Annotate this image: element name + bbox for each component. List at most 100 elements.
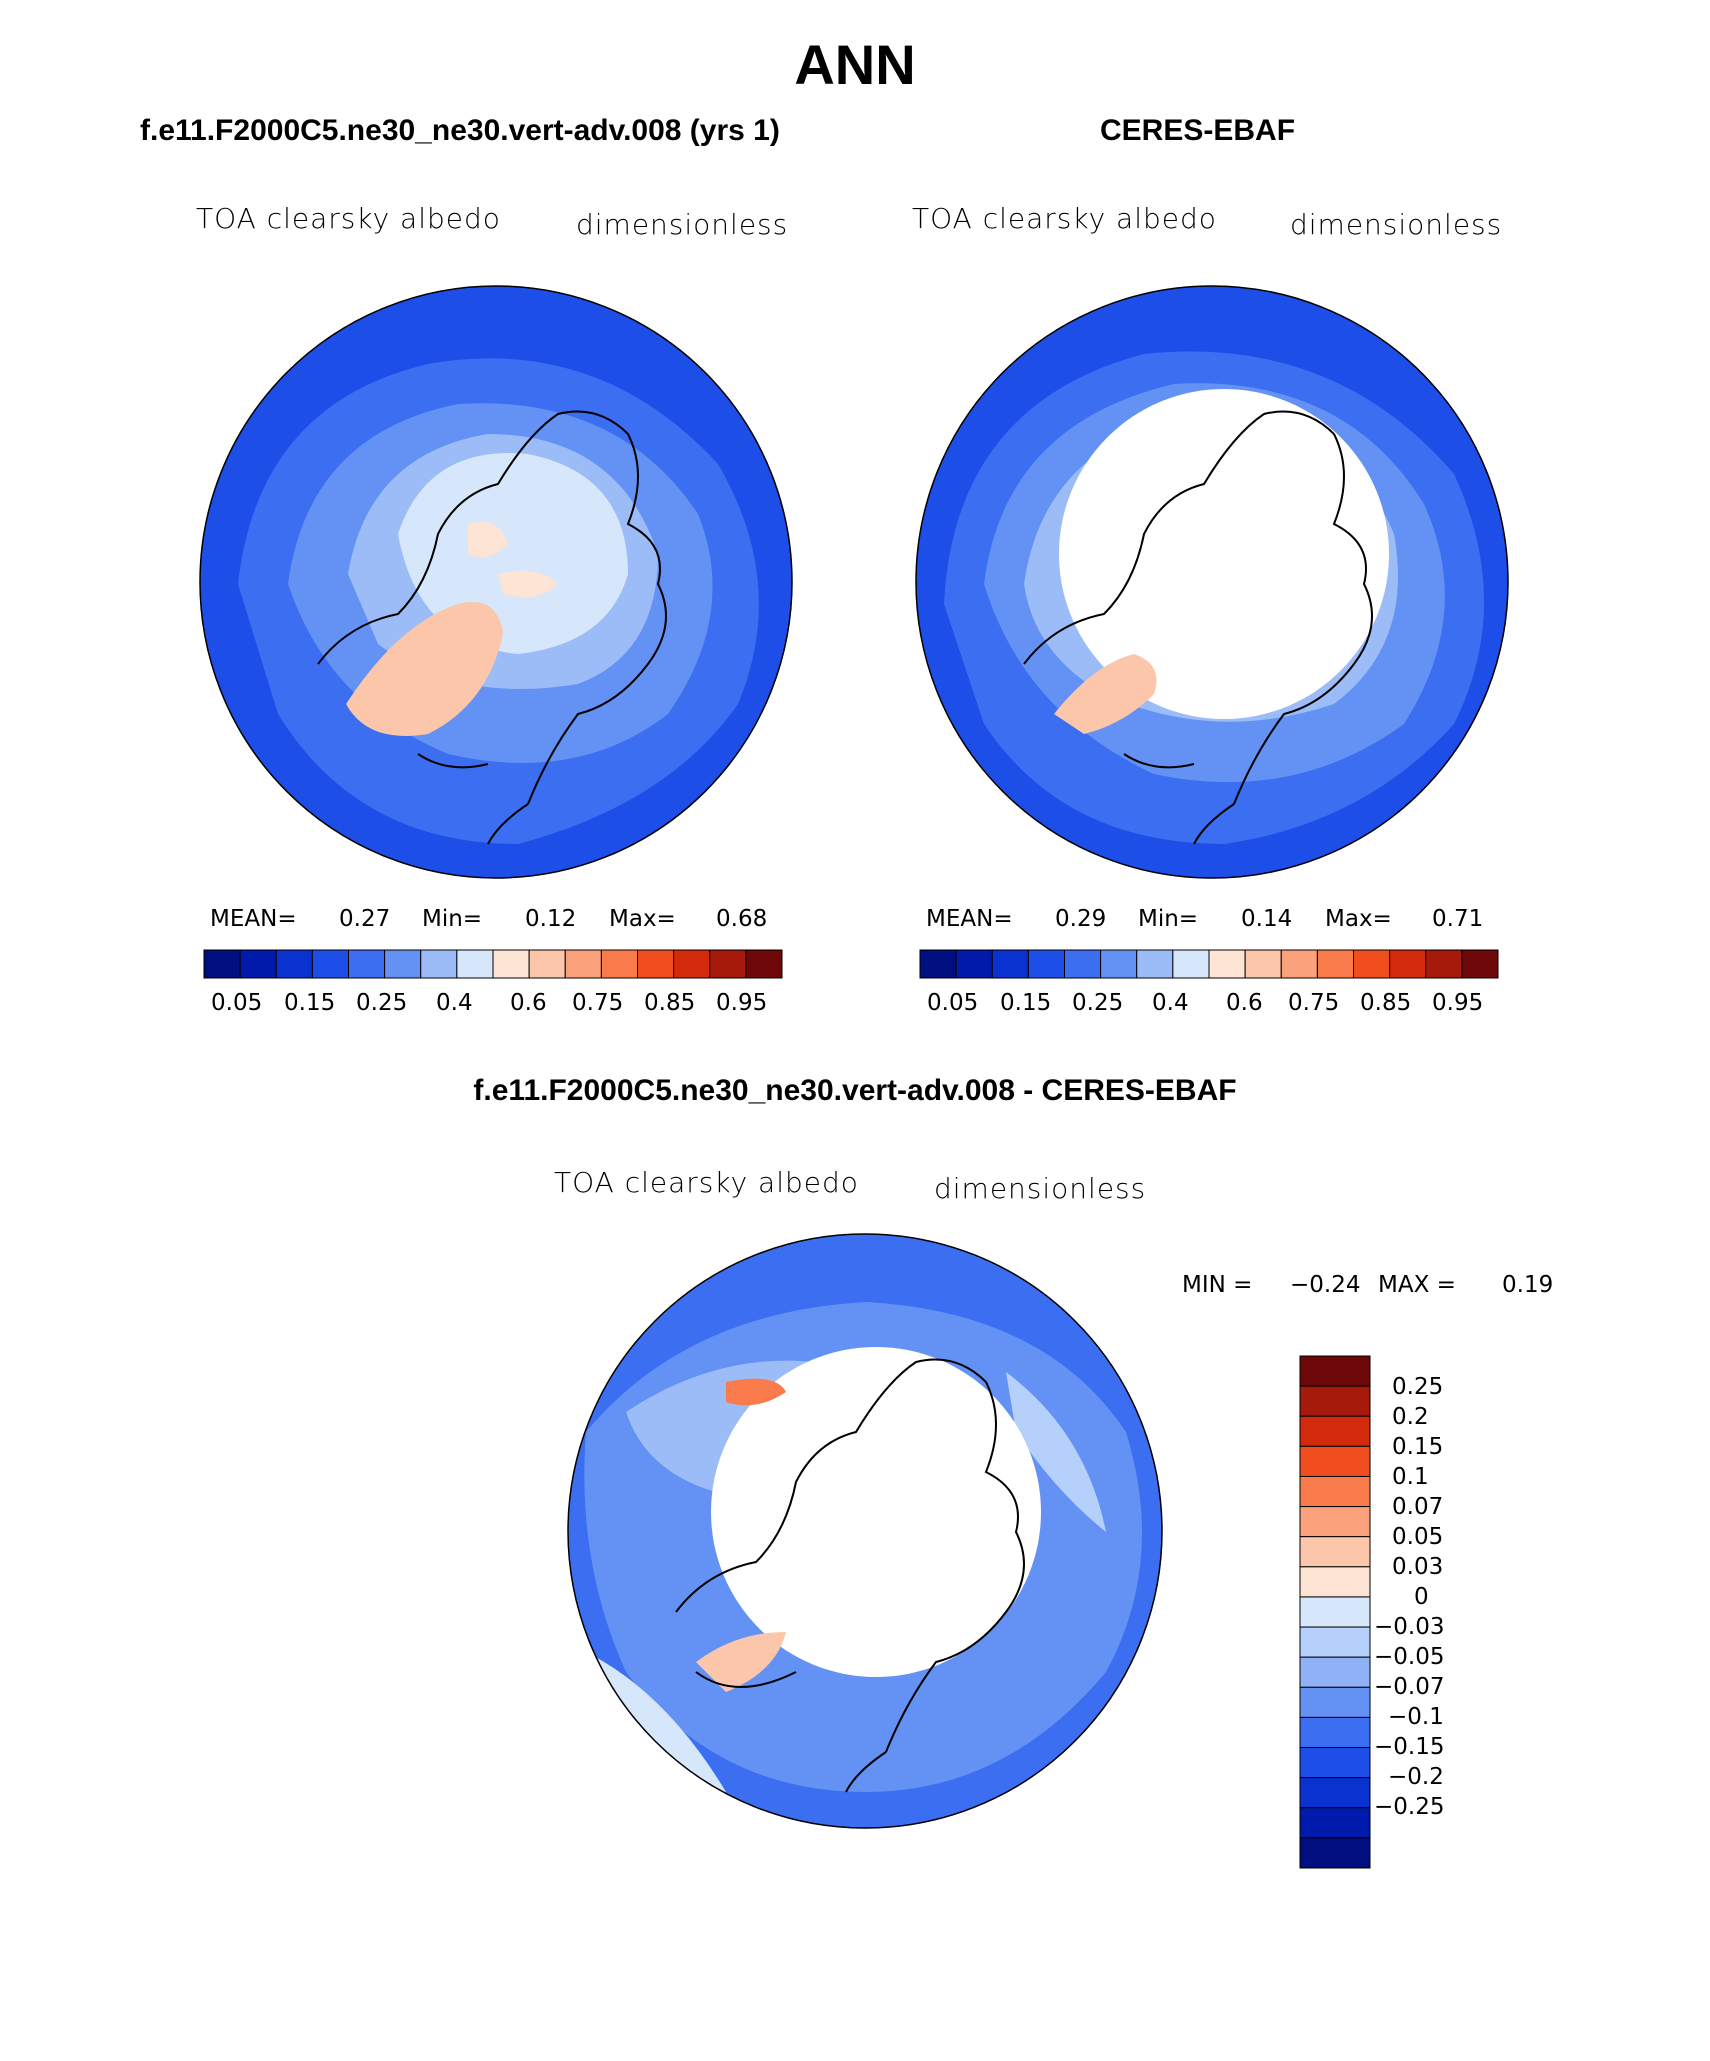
panel-3-max-label: MAX = [1378,1272,1456,1298]
colorbar-swatch [1299,1536,1371,1568]
colorbar-swatch [311,949,349,979]
colorbar-tick-label: 0.07 [1392,1494,1444,1520]
colorbar-tick-label: 0.25 [1392,1374,1444,1400]
colorbar-tick-label: 0 [1414,1584,1429,1610]
map-fill-polar-cap [1059,389,1389,719]
panel-2-max-value: 0.71 [1432,906,1484,932]
coastline [1023,410,1373,845]
colorbar-swatch [1299,1807,1371,1839]
colorbar-tick-label: 0.25 [356,990,408,1016]
panel-1-polar-map [199,285,793,879]
panel-3-polar-map [567,1233,1163,1829]
colorbar-swatch [1299,1837,1371,1869]
panel-3-colorbar-labels: 0.25 0.2 0.15 0.1 0.07 0.05 0.03 0 −0.03… [1374,1356,1532,1868]
map-fill-band-4 [586,1652,726,1792]
panel-2-title: CERES-EBAF [1100,114,1296,147]
panel-2-polar-map [915,285,1509,879]
panel-2-mean-value: 0.29 [1055,906,1107,932]
panel-1-colorbar-labels: 0.05 0.15 0.25 0.4 0.6 0.75 0.85 0.95 [204,990,782,1020]
colorbar-swatch [1299,1777,1371,1809]
panel-2-min-value: 0.14 [1241,906,1293,932]
colorbar-swatch [1299,1596,1371,1628]
colorbar-swatch [1299,1716,1371,1749]
panel-2-colorbar-labels: 0.05 0.15 0.25 0.4 0.6 0.75 0.85 0.95 [920,990,1498,1020]
colorbar-swatch [1353,949,1391,979]
colorbar-tick-label: −0.03 [1374,1614,1445,1640]
panel-1-colorbar [203,949,783,979]
colorbar-tick-label: 0.15 [1000,990,1052,1016]
coastline [317,410,667,845]
colorbar-swatch [1299,1415,1371,1447]
colorbar-tick-label: −0.2 [1388,1764,1444,1790]
colorbar-swatch [955,949,993,979]
map-fill-greenland [346,602,503,736]
map-fill-pos [726,1378,786,1406]
map-fill-greenland [1054,654,1157,734]
colorbar-swatch [1299,1506,1371,1538]
colorbar-swatch [1425,949,1463,979]
panel-1-units: dimensionless [576,208,789,241]
colorbar-swatch [1244,949,1282,979]
panel-1-variable: TOA clearsky albedo [196,202,501,235]
colorbar-swatch [348,949,386,979]
colorbar-tick-label: 0.2 [1392,1404,1429,1430]
colorbar-swatch [1316,949,1354,979]
colorbar-tick-label: 0.4 [1152,990,1189,1016]
panel-3-max-value: 0.19 [1502,1272,1554,1298]
colorbar-tick-label: 0.15 [284,990,336,1016]
panel-1-min-value: 0.12 [525,906,577,932]
colorbar-tick-label: 0.4 [436,990,473,1016]
panel-3-title: f.e11.F2000C5.ne30_ne30.vert-adv.008 - C… [473,1074,1237,1107]
colorbar-swatch [709,949,747,979]
main-title: ANN [794,33,916,96]
panel-2-colorbar [919,949,1499,979]
colorbar-swatch [1100,949,1138,979]
colorbar-tick-label: 0.03 [1392,1554,1444,1580]
colorbar-swatch [275,949,313,979]
panel-2-mean-label: MEAN= [926,906,1013,932]
colorbar-swatch [673,949,711,979]
colorbar-swatch [1280,949,1318,979]
colorbar-swatch [745,949,783,979]
colorbar-tick-label: 0.1 [1392,1464,1429,1490]
map-fill-patch [468,521,508,558]
map-fill-pos-2 [696,1632,786,1692]
map-fill-patch-2 [498,570,558,598]
colorbar-tick-label: 0.6 [510,990,547,1016]
panel-3-min-value: −0.24 [1290,1272,1361,1298]
map-fill-polar-cap [711,1347,1041,1677]
colorbar-tick-label: 0.25 [1072,990,1124,1016]
colorbar-swatch [1389,949,1427,979]
colorbar-swatch [1027,949,1065,979]
colorbar-tick-label: 0.05 [211,990,263,1016]
colorbar-swatch [564,949,602,979]
panel-3-variable: TOA clearsky albedo [554,1166,859,1199]
colorbar-swatch [528,949,566,979]
colorbar-swatch [1208,949,1246,979]
colorbar-swatch [384,949,422,979]
colorbar-swatch [1299,1445,1371,1477]
panel-1-mean-label: MEAN= [210,906,297,932]
colorbar-tick-label: −0.1 [1388,1704,1444,1730]
colorbar-swatch [203,949,241,979]
colorbar-tick-label: 0.05 [1392,1524,1444,1550]
colorbar-swatch [1299,1747,1371,1779]
colorbar-swatch [1299,1355,1371,1387]
colorbar-tick-label: 0.75 [1288,990,1340,1016]
colorbar-tick-label: 0.15 [1392,1434,1444,1460]
colorbar-swatch [1064,949,1102,979]
colorbar-swatch [239,949,277,979]
panel-2-units: dimensionless [1290,208,1503,241]
colorbar-tick-label: 0.75 [572,990,624,1016]
colorbar-swatch [456,949,494,979]
colorbar-swatch [1299,1385,1371,1417]
colorbar-tick-label: 0.6 [1226,990,1263,1016]
panel-2-variable: TOA clearsky albedo [912,202,1217,235]
panel-2-max-label: Max= [1325,906,1392,932]
colorbar-swatch [600,949,638,979]
colorbar-tick-label: −0.05 [1374,1644,1445,1670]
map-fill-band-3 [1006,1372,1106,1532]
colorbar-swatch [637,949,675,979]
map-fill-arctic [398,453,628,654]
colorbar-swatch [1299,1656,1371,1688]
